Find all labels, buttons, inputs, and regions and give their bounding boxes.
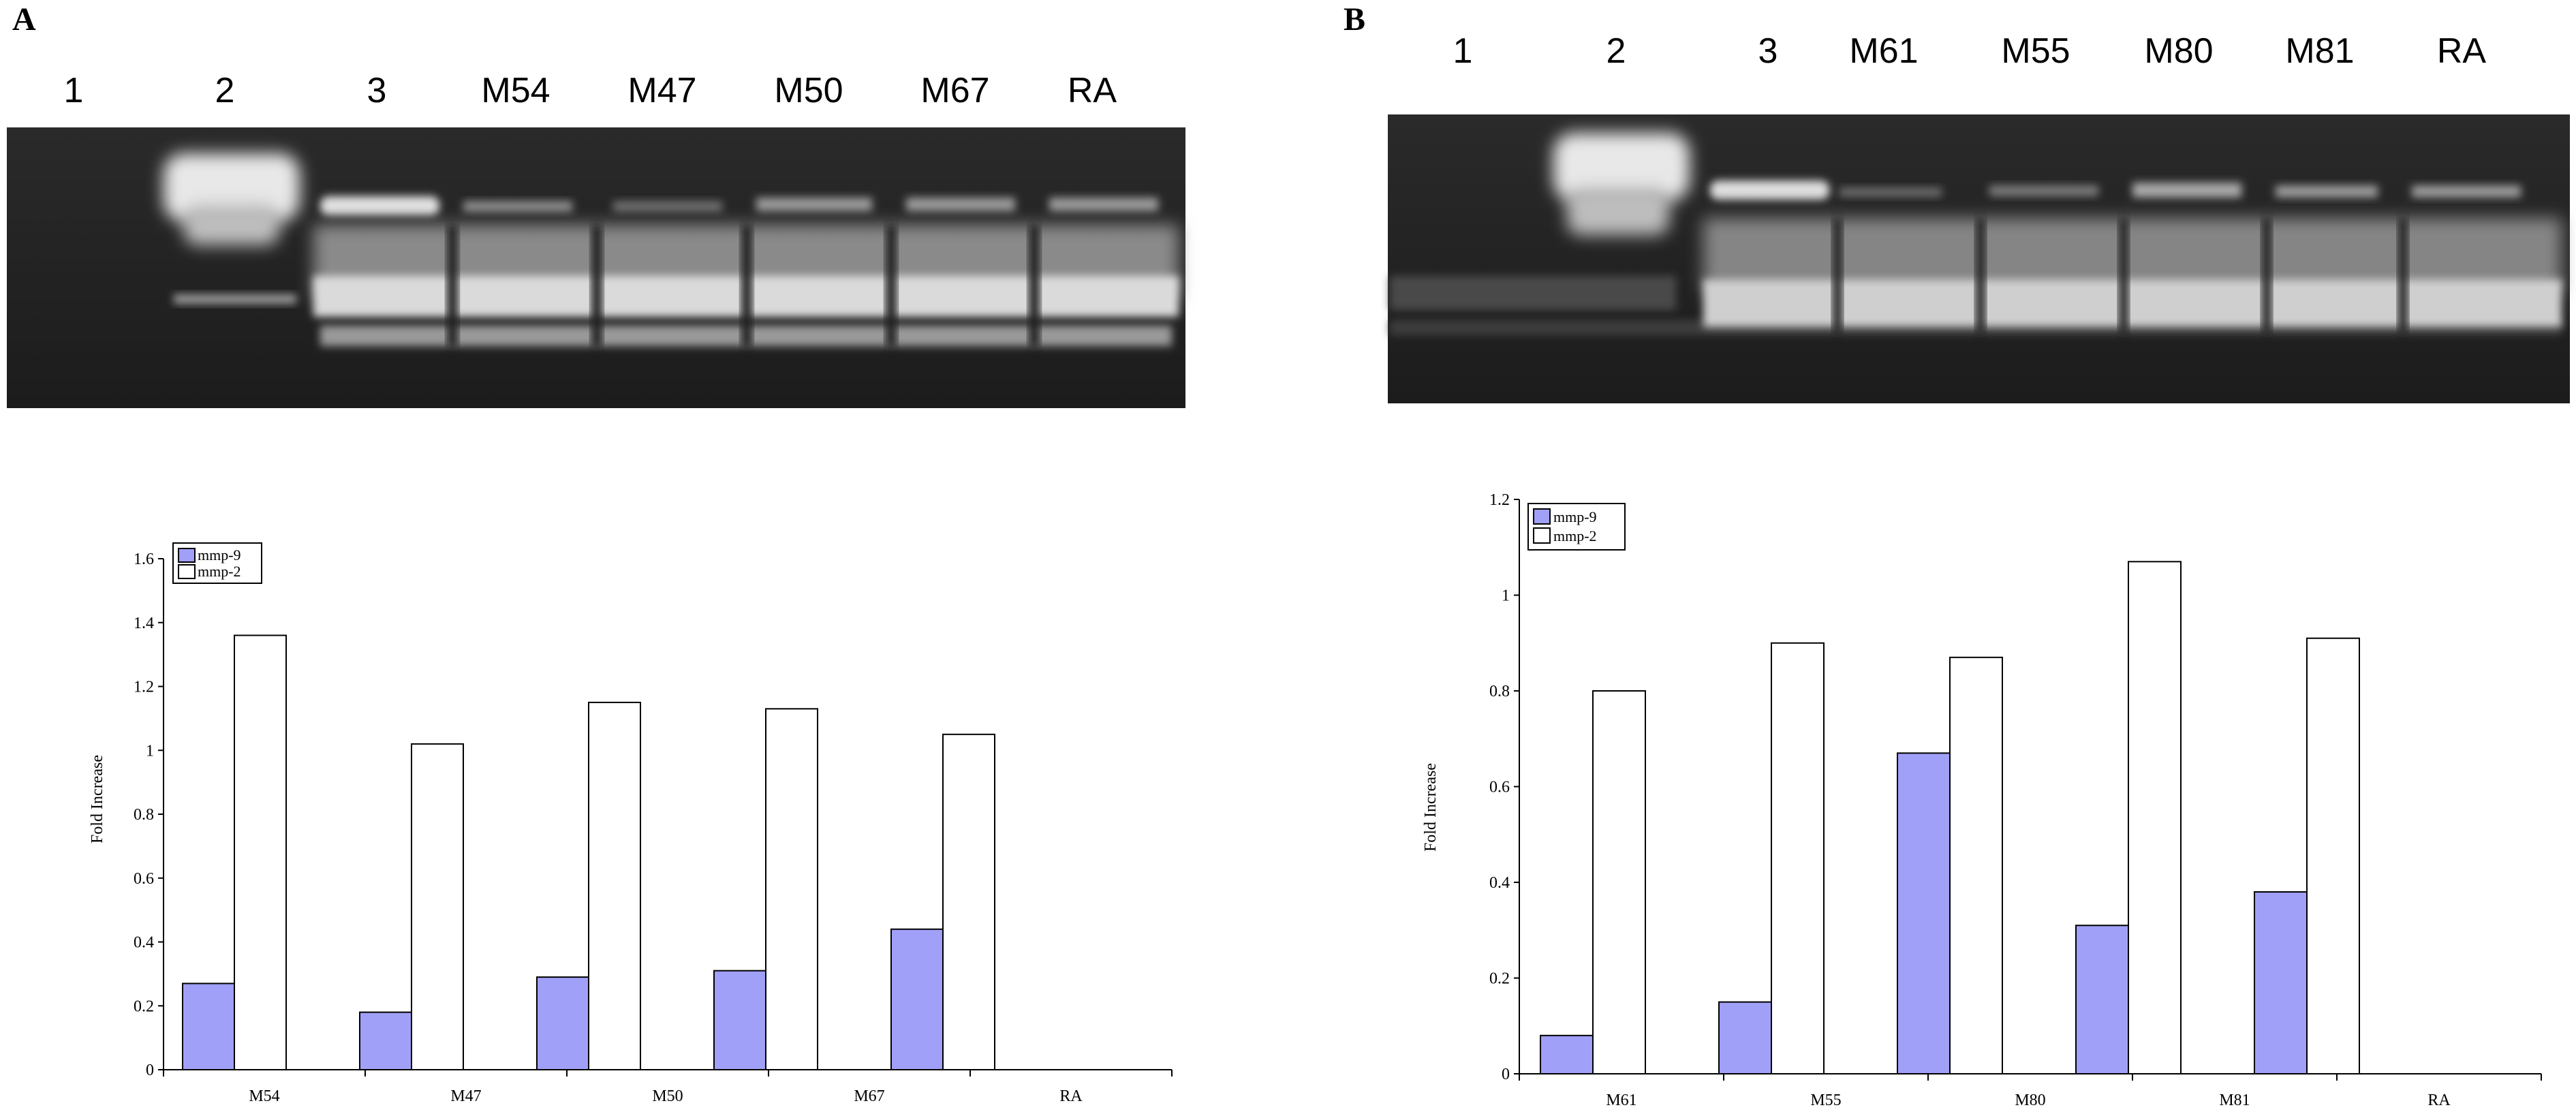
bar-mmp-9-RA	[2254, 891, 2308, 1075]
legend-label-mmp-9: mmp-9	[1553, 508, 1597, 525]
category-labels: M54 M47 M50 M67 RA	[249, 1087, 1083, 1105]
legend-label-mmp-2: mmp-2	[198, 563, 241, 580]
category-label: M67	[854, 1087, 884, 1105]
category-label: M81	[2219, 1092, 2250, 1109]
y-tick-labels: 0 0.2 0.4 0.6 0.8 1 1.2 1.4 1.6	[134, 551, 154, 1079]
bar-mmp-2-M80	[1949, 656, 2003, 1074]
lane-label: 2	[1607, 31, 1626, 71]
legend-label-mmp-2: mmp-2	[1553, 527, 1597, 544]
category-label: M54	[249, 1087, 279, 1105]
chart-bars	[1540, 561, 2360, 1075]
legend-label-mmp-9: mmp-9	[198, 546, 241, 563]
category-labels: M61 M55 M80 M81 RA	[1606, 1092, 2451, 1109]
bar-mmp-9-M67	[713, 970, 766, 1070]
y-tick-label: 1.2	[1489, 491, 1510, 509]
bar-mmp-2-M67	[765, 708, 818, 1070]
legend-swatch-mmp-9	[178, 548, 196, 563]
category-label: M55	[1810, 1092, 1841, 1109]
bar-mmp-9-M55	[1718, 1001, 1772, 1074]
bar-mmp-2-RA	[2306, 637, 2360, 1074]
lane-label: 3	[1758, 31, 1778, 71]
y-tick-label: 0.2	[1489, 970, 1510, 988]
gel-image-a	[7, 127, 1185, 408]
lane-label: M54	[481, 71, 550, 110]
y-axis-label: Fold Increase	[1422, 763, 1440, 852]
bar-mmp-2-M54	[234, 634, 287, 1070]
legend: mmp-9 mmp-2	[172, 542, 262, 584]
bar-mmp-2-M61	[1592, 690, 1646, 1074]
y-axis-label: Fold Increase	[89, 755, 106, 844]
lane-label: M55	[2001, 31, 2070, 71]
bar-chart-a: 0 0.2 0.4 0.6 0.8 1 1.2 1.4 1.6 M54 M47 M50 M67 RA F…	[89, 542, 1173, 1105]
lane-label: 1	[1453, 31, 1473, 71]
category-label: M80	[2015, 1092, 2045, 1109]
y-tick-label: 0.6	[1489, 779, 1510, 796]
gel-image-b	[1388, 114, 2570, 403]
lane-labels-b: 1 2 3 M61 M55 M80 M81 RA	[1453, 31, 2487, 71]
chart-bars	[182, 634, 995, 1070]
panel-label-a: A	[12, 1, 36, 37]
chart-axes	[158, 558, 1173, 1077]
bar-mmp-9-M54	[182, 983, 235, 1070]
y-tick-label: 0.8	[134, 806, 154, 824]
lane-labels-a: 1 2 3 M54 M47 M50 M67 RA	[64, 71, 1117, 110]
y-tick-label: 0.4	[1489, 874, 1510, 892]
category-label: RA	[1059, 1087, 1083, 1105]
chart-axes	[1514, 499, 2542, 1081]
lane-label: M81	[2285, 31, 2354, 71]
bar-chart-b: 0 0.2 0.4 0.6 0.8 1 1.2 M61 M55 M80 M81 RA Fold In…	[1422, 491, 2542, 1109]
y-tick-label: 0	[1502, 1066, 1510, 1083]
bar-mmp-2-M47	[411, 743, 464, 1070]
y-tick-labels: 0 0.2 0.4 0.6 0.8 1 1.2	[1489, 491, 1510, 1083]
lane-label: M47	[627, 71, 696, 110]
bar-mmp-2-M50	[588, 701, 641, 1070]
bar-mmp-2-M55	[1771, 642, 1825, 1074]
lane-label: M80	[2144, 31, 2213, 71]
bar-mmp-9-RA	[890, 928, 944, 1070]
bar-mmp-2-M81	[2128, 561, 2182, 1074]
y-tick-label: 1.2	[134, 679, 154, 696]
bar-mmp-9-M81	[2075, 925, 2129, 1074]
panel-label-b: B	[1344, 1, 1365, 37]
y-tick-label: 0.8	[1489, 683, 1510, 700]
legend-swatch-mmp-2	[1533, 527, 1551, 544]
lane-label: M61	[1849, 31, 1918, 71]
category-label: M61	[1606, 1092, 1636, 1109]
bar-mmp-2-RA	[942, 733, 995, 1070]
category-label: RA	[2427, 1092, 2451, 1109]
y-tick-label: 1	[146, 742, 154, 760]
y-tick-label: 0	[146, 1062, 154, 1079]
y-tick-label: 1.6	[134, 551, 154, 568]
lane-label: RA	[2437, 31, 2487, 71]
bar-mmp-9-M61	[1540, 1034, 1594, 1075]
y-tick-label: 0.4	[134, 934, 154, 952]
category-label: M50	[652, 1087, 683, 1105]
y-tick-label: 0.2	[134, 997, 154, 1015]
legend-swatch-mmp-2	[178, 564, 196, 579]
legend-swatch-mmp-9	[1533, 508, 1551, 525]
y-tick-label: 0.6	[134, 870, 154, 888]
lane-label: 1	[64, 71, 84, 110]
lane-label: M67	[920, 71, 989, 110]
y-tick-label: 1	[1502, 587, 1510, 605]
bar-mmp-9-M80	[1897, 752, 1951, 1074]
legend: mmp-9 mmp-2	[1527, 503, 1626, 551]
bar-mmp-9-M47	[359, 1011, 412, 1070]
lane-label: RA	[1068, 71, 1117, 110]
lane-label: 2	[215, 71, 235, 110]
lane-label: 3	[367, 71, 387, 110]
y-tick-label: 1.4	[134, 615, 154, 632]
category-label: M47	[450, 1087, 481, 1105]
lane-label: M50	[774, 71, 843, 110]
bar-mmp-9-M50	[536, 976, 589, 1070]
